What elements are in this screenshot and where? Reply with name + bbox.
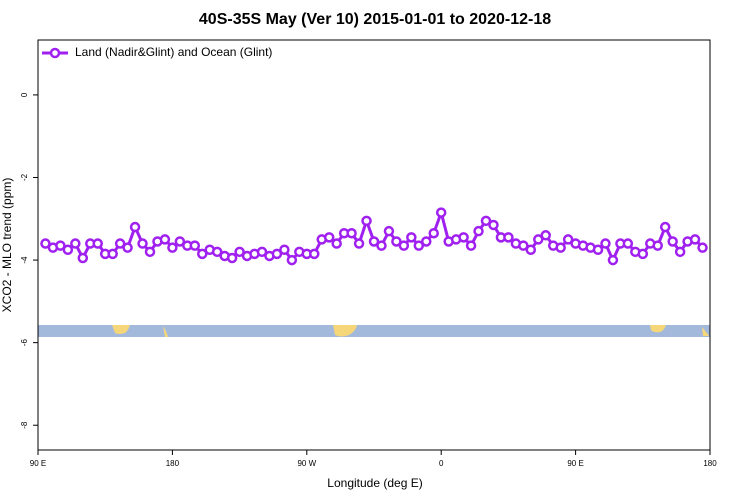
y-tick-label: -4	[20, 256, 29, 264]
data-point	[174, 236, 186, 247]
data-point	[674, 246, 686, 258]
y-axis-label: XCO2 - MLO trend (ppm)	[0, 178, 14, 313]
data-point	[114, 238, 126, 249]
y-tick-label: -6	[20, 339, 29, 347]
data-point	[137, 238, 148, 249]
data-point	[406, 232, 417, 243]
data-point	[159, 234, 171, 245]
data-point	[211, 246, 223, 258]
data-point	[458, 232, 469, 243]
data-point	[592, 244, 604, 255]
data-point	[659, 221, 671, 233]
data-point	[92, 238, 103, 249]
data-point	[540, 230, 551, 241]
data-point	[167, 242, 178, 253]
x-axis-label: Longitude (deg E)	[327, 476, 422, 490]
data-point	[689, 234, 701, 245]
data-point	[189, 240, 201, 251]
y-tick-label: -8	[20, 421, 29, 429]
data-point	[62, 244, 74, 255]
data-point	[107, 248, 118, 260]
data-point	[197, 248, 208, 260]
x-tick-label: 180	[703, 459, 717, 468]
data-point	[323, 232, 335, 243]
data-point	[122, 242, 133, 253]
data-point	[226, 252, 238, 264]
x-tick-label: 90 W	[297, 459, 316, 468]
plot-frame	[37, 39, 711, 451]
data-point	[622, 238, 634, 249]
data-point	[383, 225, 395, 237]
data-point	[465, 240, 477, 251]
data-point	[55, 240, 66, 251]
x-tick-label: 0	[439, 459, 444, 468]
map-strip	[38, 325, 710, 337]
data-point	[70, 238, 81, 249]
data-point	[435, 207, 447, 218]
data-point	[518, 240, 529, 251]
data-point	[353, 238, 365, 249]
data-point	[562, 234, 574, 245]
data-point	[697, 242, 708, 253]
data-point	[637, 248, 649, 260]
data-point	[77, 252, 89, 264]
data-point	[652, 240, 663, 251]
data-point	[234, 246, 245, 258]
data-point	[279, 244, 290, 255]
legend-marker	[49, 47, 61, 59]
chart-title: 40S-35S May (Ver 10) 2015-01-01 to 2020-…	[199, 11, 551, 28]
data-point	[368, 236, 380, 247]
legend-label: Land (Nadir&Glint) and Ocean (Glint)	[75, 45, 272, 59]
data-point	[376, 240, 387, 251]
data-point	[256, 246, 268, 258]
data-point	[361, 215, 372, 227]
data-point	[40, 238, 51, 249]
data-point	[503, 232, 514, 243]
data-point	[129, 221, 141, 233]
data-point	[309, 248, 320, 260]
data-point	[144, 246, 156, 258]
x-tick-label: 180	[166, 459, 180, 468]
data-point	[286, 254, 298, 266]
data-point	[331, 238, 342, 249]
data-point	[428, 227, 439, 239]
data-point	[667, 236, 678, 247]
y-tick-label: -2	[20, 173, 29, 181]
data-point	[391, 236, 402, 247]
data-point	[607, 254, 619, 266]
data-point	[600, 238, 611, 249]
data-point	[398, 240, 410, 251]
data-point	[525, 244, 537, 255]
data-point	[488, 219, 499, 231]
data-point	[555, 242, 566, 253]
data-point	[413, 240, 425, 251]
data-point	[271, 248, 283, 260]
x-tick-label: 90 E	[567, 459, 583, 468]
data-point	[480, 215, 492, 227]
x-tick-label: 90 E	[30, 459, 46, 468]
data-point	[346, 227, 357, 239]
data-point	[533, 234, 544, 245]
data-point	[473, 225, 484, 237]
data-point	[421, 236, 432, 247]
y-tick-label: 0	[20, 92, 29, 97]
